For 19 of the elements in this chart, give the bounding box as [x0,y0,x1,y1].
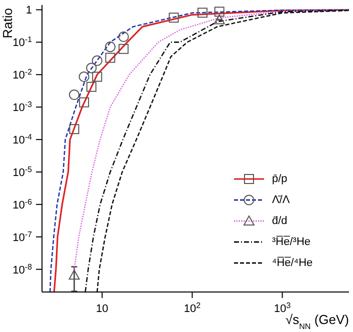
legend-label: p̄/p [272,172,288,184]
y-tick-label: 10$^{-3}$ [12,100,33,114]
legend-label: ³H̅e̅/³He [272,236,311,248]
y-tick-label: 1 [26,4,32,17]
y-tick-label: 10$^{-6}$ [12,196,33,212]
x-tick-label: 10$^{2}$ [184,300,202,315]
y-axis-title: Ratio [0,8,15,38]
y-tick-label: 10$^{-7}$ [12,229,33,244]
x-tick-label: 10 [96,303,108,315]
y-tick-label: 10$^{-1}$ [12,34,33,50]
y-tick-label: 10$^{-5}$ [12,164,33,179]
y-tick-label: 10$^{-2}$ [12,67,33,82]
legend-label: ⁴H̅e̅/⁴He [272,256,313,268]
y-tick-label: 10$^{-4}$ [12,132,33,147]
y-tick-label: 10$^{-8}$ [12,262,33,276]
x-tick-label: 10$^{3}$ [274,300,292,315]
legend-label: Λ̄/Λ [272,194,290,206]
x-axis-title: √s$_{NN}$ (GeV) [286,312,349,330]
legend-label: d̄/d [272,214,288,226]
